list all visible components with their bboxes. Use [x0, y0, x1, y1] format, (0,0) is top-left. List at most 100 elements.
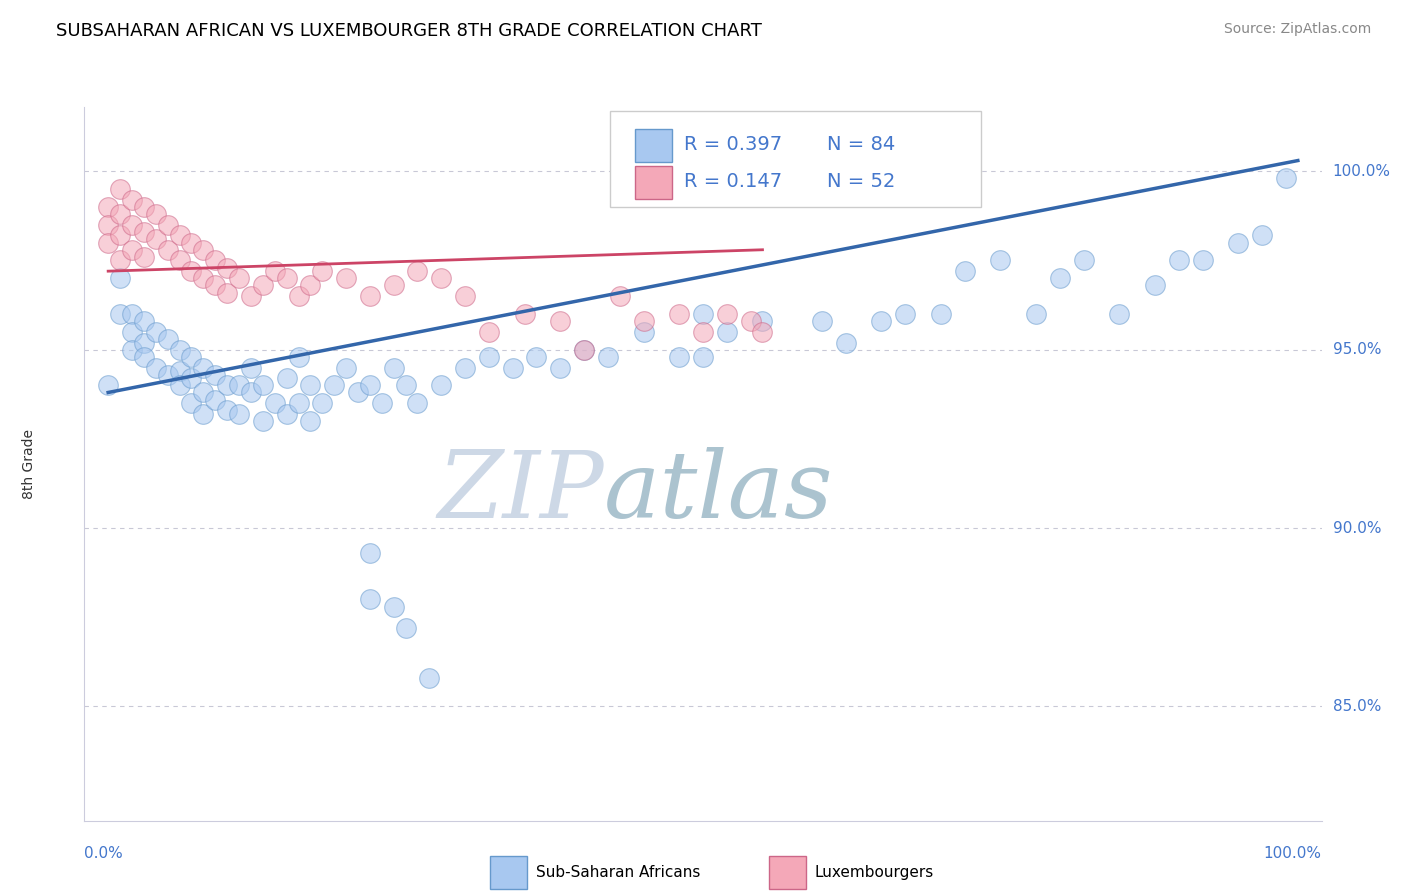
Point — [204, 368, 226, 382]
Point — [145, 232, 167, 246]
Text: R = 0.397: R = 0.397 — [685, 136, 783, 154]
Point — [169, 253, 191, 268]
Point — [454, 289, 477, 303]
Point — [239, 360, 262, 375]
Point — [478, 350, 501, 364]
Point — [239, 289, 262, 303]
Point — [169, 364, 191, 378]
Point — [454, 360, 477, 375]
Point — [145, 207, 167, 221]
Point — [252, 378, 274, 392]
Point — [382, 278, 405, 293]
FancyBboxPatch shape — [769, 856, 806, 889]
Point — [716, 325, 738, 339]
Point — [548, 314, 571, 328]
Point — [108, 271, 131, 285]
FancyBboxPatch shape — [636, 166, 672, 199]
Point — [169, 228, 191, 243]
Point — [371, 396, 394, 410]
Text: Luxembourgers: Luxembourgers — [814, 864, 934, 880]
Point — [1275, 171, 1298, 186]
Point — [97, 378, 120, 392]
Point — [394, 378, 416, 392]
Point — [217, 285, 239, 300]
Point — [108, 307, 131, 321]
Text: 100.0%: 100.0% — [1333, 164, 1391, 178]
Point — [156, 218, 179, 232]
Point — [692, 350, 714, 364]
FancyBboxPatch shape — [610, 111, 981, 207]
Point — [335, 271, 357, 285]
Point — [299, 278, 322, 293]
Text: N = 52: N = 52 — [827, 172, 896, 191]
Point — [180, 264, 202, 278]
Text: N = 84: N = 84 — [827, 136, 896, 154]
Point — [121, 193, 143, 207]
Point — [716, 307, 738, 321]
Point — [1073, 253, 1095, 268]
Point — [108, 207, 131, 221]
Point — [228, 407, 250, 421]
Point — [204, 278, 226, 293]
Point — [299, 378, 322, 392]
Point — [252, 414, 274, 428]
Text: ZIP: ZIP — [437, 448, 605, 537]
Point — [276, 271, 298, 285]
Point — [145, 325, 167, 339]
Point — [633, 325, 655, 339]
Point — [217, 378, 239, 392]
Point — [870, 314, 893, 328]
Point — [180, 235, 202, 250]
Point — [990, 253, 1012, 268]
Point — [751, 314, 773, 328]
Point — [751, 325, 773, 339]
Point — [287, 350, 309, 364]
Point — [252, 278, 274, 293]
Point — [335, 360, 357, 375]
Point — [287, 396, 309, 410]
Point — [1049, 271, 1071, 285]
Point — [478, 325, 501, 339]
Point — [633, 314, 655, 328]
Point — [169, 343, 191, 357]
Text: SUBSAHARAN AFRICAN VS LUXEMBOURGER 8TH GRADE CORRELATION CHART: SUBSAHARAN AFRICAN VS LUXEMBOURGER 8TH G… — [56, 22, 762, 40]
Point — [217, 403, 239, 417]
Point — [276, 371, 298, 385]
Point — [1144, 278, 1167, 293]
Point — [121, 218, 143, 232]
Point — [156, 368, 179, 382]
Point — [193, 385, 215, 400]
Point — [430, 378, 453, 392]
Point — [121, 325, 143, 339]
Point — [180, 350, 202, 364]
Point — [97, 235, 120, 250]
Point — [217, 260, 239, 275]
Point — [193, 360, 215, 375]
Point — [169, 378, 191, 392]
Point — [108, 182, 131, 196]
Point — [263, 396, 285, 410]
Point — [132, 350, 155, 364]
FancyBboxPatch shape — [491, 856, 527, 889]
Point — [1191, 253, 1213, 268]
Point — [323, 378, 346, 392]
Point — [359, 378, 381, 392]
Point — [668, 307, 690, 321]
Point — [228, 378, 250, 392]
Text: Sub-Saharan Africans: Sub-Saharan Africans — [536, 864, 700, 880]
Point — [572, 343, 595, 357]
Text: 90.0%: 90.0% — [1333, 521, 1381, 535]
Point — [204, 253, 226, 268]
Text: 0.0%: 0.0% — [84, 846, 124, 861]
Point — [1108, 307, 1130, 321]
Point — [740, 314, 762, 328]
Point — [228, 271, 250, 285]
Point — [548, 360, 571, 375]
Point — [359, 546, 381, 560]
Point — [132, 314, 155, 328]
Point — [835, 335, 858, 350]
Point — [132, 200, 155, 214]
Point — [406, 396, 429, 410]
Point — [287, 289, 309, 303]
Point — [811, 314, 834, 328]
